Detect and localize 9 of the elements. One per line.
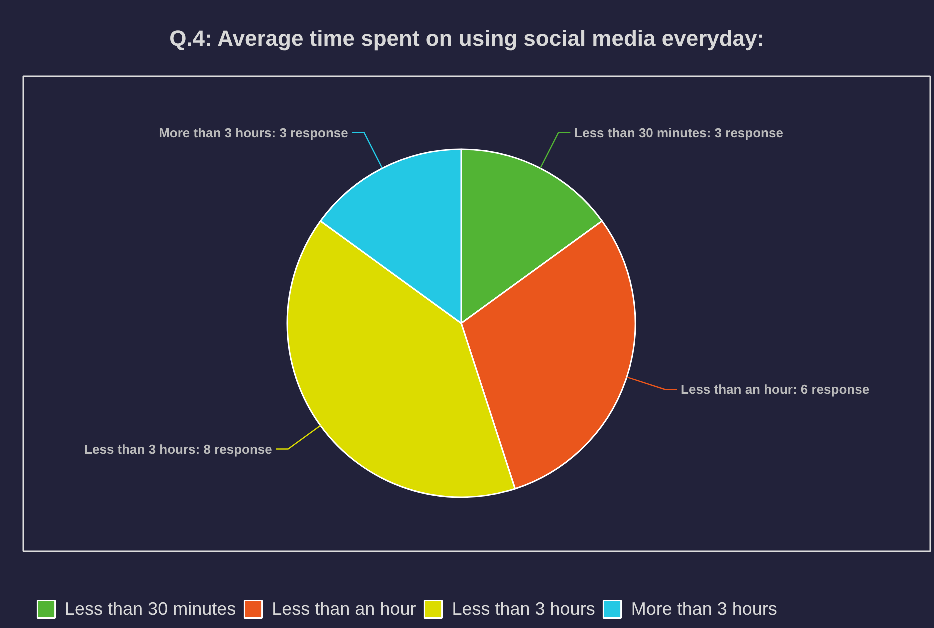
chart-title: Q.4: Average time spent on using social media everyday: — [170, 26, 765, 51]
data-label: Less than 30 minutes: 3 response — [574, 125, 784, 140]
legend-label: Less than 30 minutes — [65, 598, 236, 620]
legend-label: Less than an hour — [272, 598, 416, 620]
data-label: Less than 3 hours: 8 response — [84, 442, 272, 457]
legend-label: Less than 3 hours — [452, 598, 596, 620]
legend-label: More than 3 hours — [631, 598, 778, 620]
data-label: More than 3 hours: 3 response — [159, 125, 348, 140]
data-label: Less than an hour: 6 response — [681, 382, 870, 398]
